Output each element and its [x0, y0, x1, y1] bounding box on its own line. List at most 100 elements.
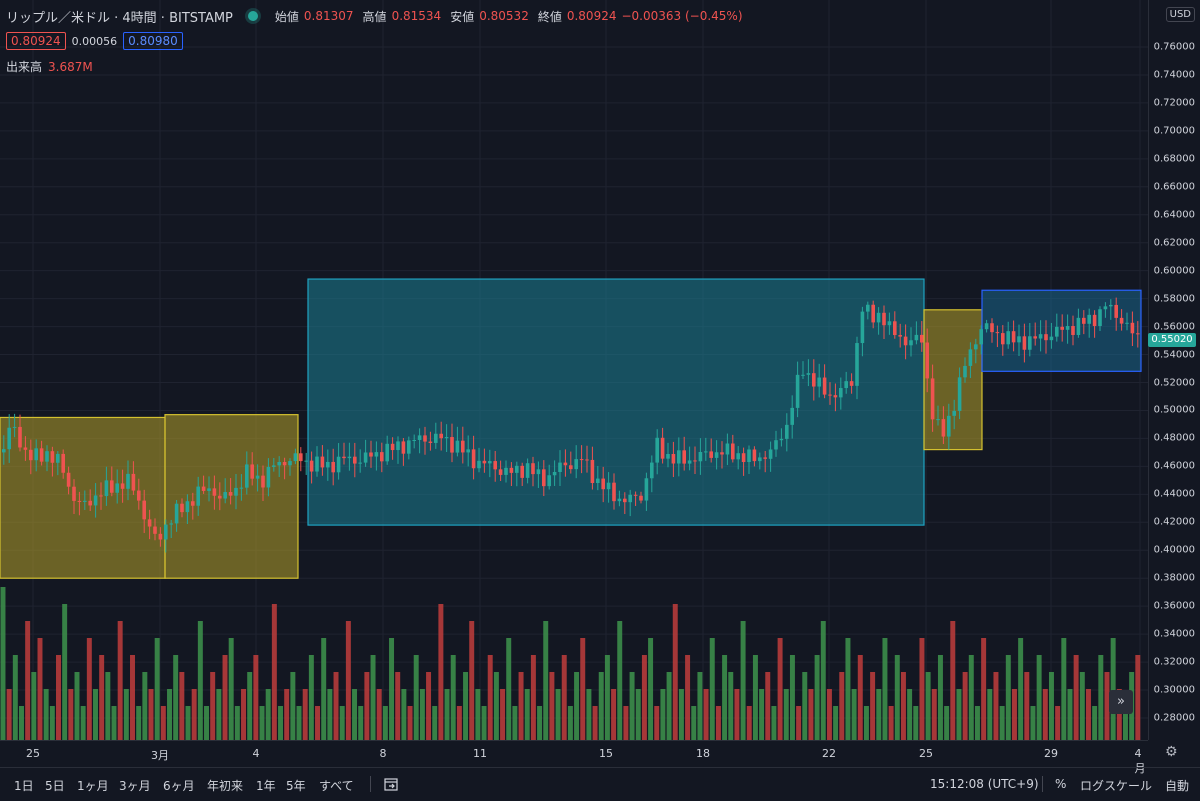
chart-canvas[interactable]: [0, 0, 1148, 740]
volume-bars: [0, 587, 1141, 740]
volume-bar: [117, 621, 123, 740]
candle-body: [1060, 326, 1064, 330]
candle-body: [903, 336, 908, 346]
price-tick: 0.50000: [1153, 404, 1195, 416]
volume-bar: [882, 638, 888, 740]
volume-bar: [204, 706, 209, 740]
log-scale-toggle[interactable]: ログスケール: [1080, 779, 1153, 793]
volume-bar: [49, 706, 55, 740]
price-tick: 0.76000: [1153, 41, 1195, 53]
candle-body: [682, 450, 686, 464]
price-tick: 0.28000: [1153, 712, 1195, 724]
price-tick: 0.36000: [1153, 600, 1195, 612]
candle-body: [552, 471, 557, 476]
range-1d-button[interactable]: 1日: [14, 779, 34, 793]
candle-body: [990, 323, 994, 333]
candle-body: [326, 461, 330, 468]
volume-bar: [167, 689, 172, 740]
gear-icon[interactable]: ⚙: [1165, 744, 1178, 760]
candle-body: [882, 312, 886, 326]
candle-body: [158, 533, 163, 540]
volume-bar: [475, 689, 481, 740]
price-tick: 0.32000: [1153, 656, 1195, 668]
candle-body: [299, 453, 303, 462]
candle-body: [574, 459, 578, 470]
volume-bar: [1110, 638, 1116, 740]
candle-body: [498, 469, 503, 475]
scroll-right-icon[interactable]: »: [1109, 690, 1133, 714]
range-5d-button[interactable]: 5日: [45, 779, 65, 793]
volume-bar: [833, 706, 839, 740]
candle-body: [315, 456, 319, 472]
price-tick: 0.52000: [1153, 377, 1195, 388]
price-axis[interactable]: USD 0.76000 0.74000 0.72000 0.70000 0.68000 0…: [1148, 0, 1200, 740]
range-3m-button[interactable]: 3ヶ月: [119, 779, 151, 793]
calendar-goto-icon[interactable]: [383, 776, 399, 792]
range-all-button[interactable]: すべて: [319, 779, 354, 793]
price-tick: 0.60000: [1153, 265, 1195, 277]
range-1y-button[interactable]: 1年: [256, 779, 276, 793]
candle-body: [644, 478, 649, 501]
candle-body: [137, 490, 141, 501]
candle-body: [585, 459, 589, 461]
volume-bar: [629, 672, 635, 740]
candle-body: [7, 427, 11, 450]
currency-selector[interactable]: USD: [1165, 7, 1195, 22]
range-6m-button[interactable]: 6ヶ月: [163, 779, 195, 793]
range-1m-button[interactable]: 1ヶ月: [77, 779, 109, 793]
volume-bar: [765, 672, 771, 740]
candle-body: [110, 480, 114, 493]
volume-bar: [395, 672, 401, 740]
volume-bar: [56, 655, 61, 740]
candle-body: [650, 462, 654, 479]
candle-body: [39, 448, 44, 462]
time-tick: 15: [599, 747, 613, 760]
candle-body: [1098, 309, 1102, 327]
percent-toggle[interactable]: %: [1055, 777, 1067, 791]
volume-bar: [1030, 706, 1036, 740]
candle-body: [974, 344, 978, 350]
volume-bar: [308, 655, 314, 740]
candle-body: [1001, 333, 1005, 345]
candle-body: [153, 526, 157, 534]
candle-body: [952, 410, 956, 416]
volume-bar: [31, 672, 37, 740]
volume-bar: [382, 706, 388, 740]
volume-bar: [734, 689, 740, 740]
candle-body: [617, 498, 622, 502]
volume-bar: [598, 672, 604, 740]
volume-bar: [284, 689, 290, 740]
candle-body: [628, 494, 632, 503]
range-ytd-button[interactable]: 年初来: [207, 779, 244, 793]
candle-body: [720, 452, 724, 455]
volume-bar: [185, 706, 191, 740]
volume-bar: [296, 706, 302, 740]
range-5y-button[interactable]: 5年: [286, 779, 306, 793]
candle-body: [763, 457, 767, 459]
clock-timezone[interactable]: 15:12:08 (UTC+9): [930, 777, 1039, 791]
candle-body: [185, 501, 190, 513]
open-value: 0.81307: [303, 9, 354, 23]
volume-bar: [783, 689, 789, 740]
sell-price-button[interactable]: 0.80924: [6, 32, 66, 50]
volume-bar: [709, 638, 715, 740]
volume-bar: [876, 689, 882, 740]
buy-price-button[interactable]: 0.80980: [123, 32, 183, 50]
candle-body: [752, 449, 757, 462]
candle-body: [439, 433, 443, 439]
auto-scale-toggle[interactable]: 自動: [1165, 779, 1190, 793]
volume-bar: [210, 672, 216, 740]
volume-bar: [722, 655, 728, 740]
symbol-title[interactable]: リップル／米ドル · 4時間 · BITSTAMP: [6, 10, 233, 26]
volume-bar: [358, 706, 364, 740]
candle-body: [758, 457, 762, 462]
time-axis[interactable]: 25 3月 4 8 11 15 18 22 25 29 4月: [0, 740, 1148, 775]
change-value: −0.00363 (−0.45%): [621, 9, 743, 23]
volume-bar: [555, 689, 561, 740]
volume-bar: [561, 655, 567, 740]
candle-body: [957, 377, 962, 411]
candle-body: [590, 459, 595, 484]
candle-body: [558, 462, 562, 472]
volume-bar: [265, 689, 271, 740]
volume-bar: [6, 689, 12, 740]
